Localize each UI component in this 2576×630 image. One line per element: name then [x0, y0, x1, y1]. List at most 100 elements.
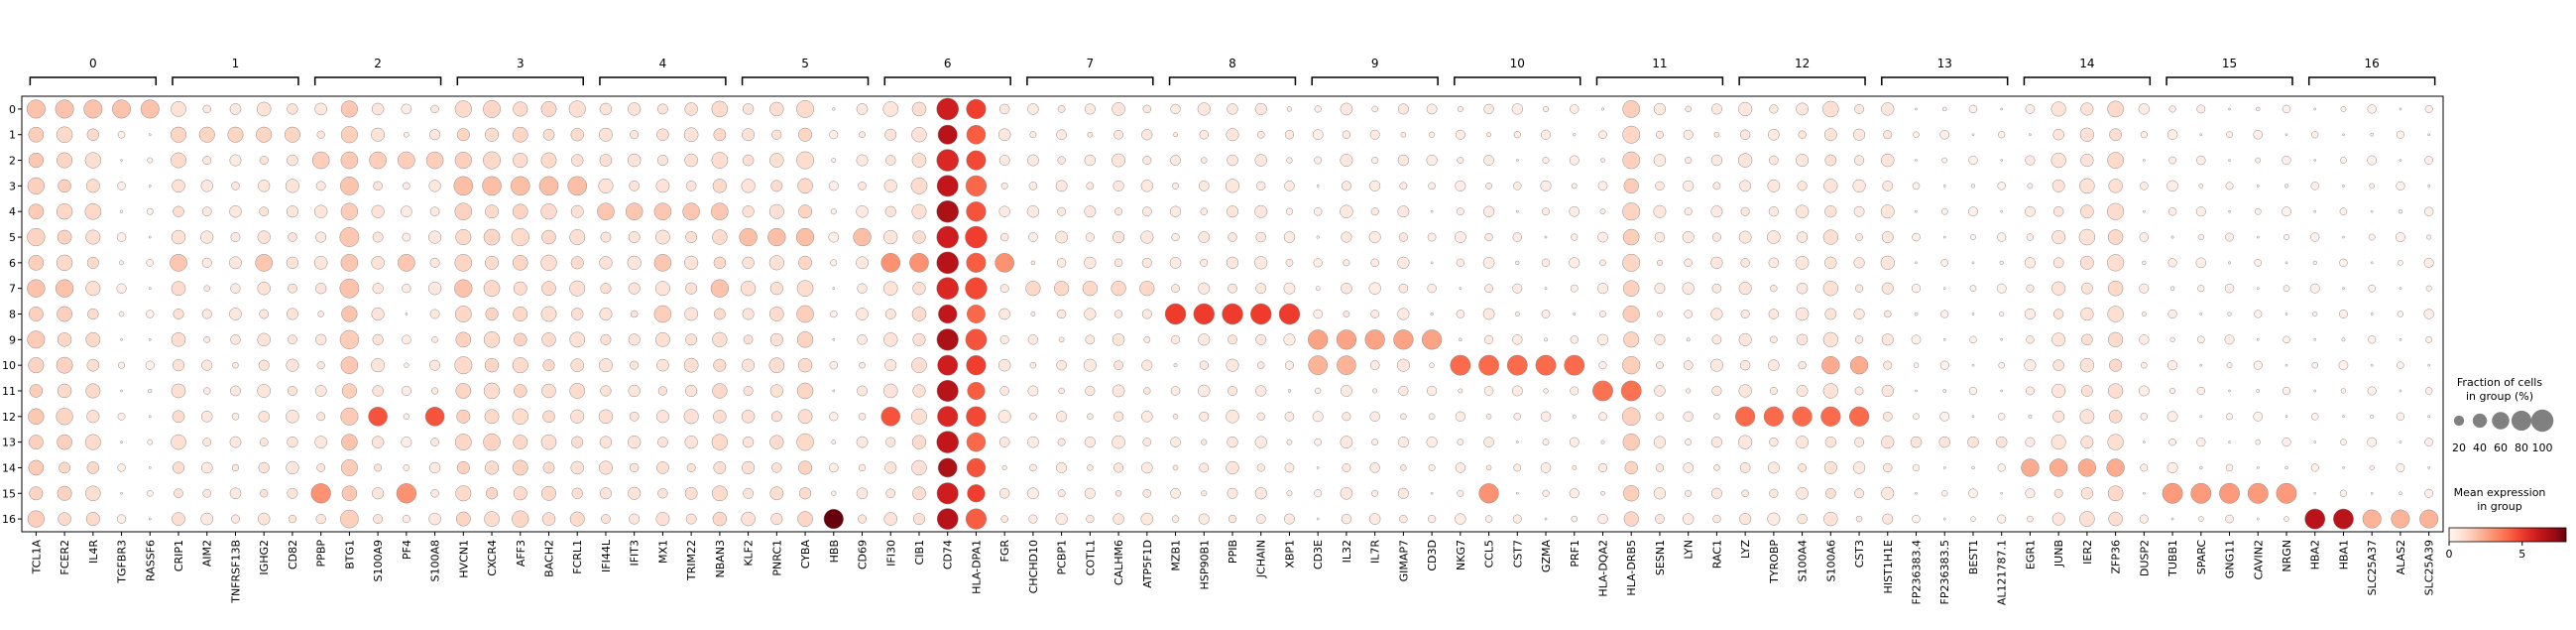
- dot-14-S100A4: [1798, 463, 1807, 472]
- dot-6-IL32: [1343, 259, 1350, 267]
- dot-9-HBA2: [2313, 337, 2317, 341]
- dot-6-SLC25A39: [2423, 257, 2434, 268]
- x-tick-label: FCRL1: [571, 540, 584, 574]
- dot-11-MZB1: [1170, 386, 1181, 396]
- dot-15-TGFBR3: [120, 491, 123, 495]
- dot-10-BTG1: [340, 356, 359, 374]
- dot-14-IER2: [2077, 458, 2096, 477]
- x-tick-label: ZFP36: [2110, 540, 2123, 574]
- x-tick-label: CD69: [857, 540, 870, 569]
- dot-4-LYZ: [1740, 206, 1750, 216]
- dot-10-RASSF6: [145, 360, 155, 370]
- dot-13-IL32: [1340, 436, 1353, 448]
- dot-9-FP236383.4: [1911, 334, 1922, 345]
- dot-12-TCL1A: [28, 408, 45, 426]
- group-bracket-6: [883, 76, 1011, 85]
- size-legend: Fraction of cells in group (%)20 40 60 80 100: [2452, 376, 2554, 454]
- dot-9-PCBP1: [1058, 336, 1065, 343]
- dot-8-CCL5: [1482, 308, 1495, 320]
- dot-7-HBA1: [2342, 287, 2345, 291]
- dot-2-SLC25A37: [2367, 155, 2378, 166]
- dot-9-COTL1: [1085, 334, 1096, 345]
- dot-4-LYN: [1684, 207, 1693, 216]
- dot-7-COTL1: [1082, 281, 1098, 297]
- dot-13-AL121787.1: [1995, 436, 2008, 448]
- dot-14-KLF2: [742, 460, 756, 475]
- dot-16-CRIP1: [172, 512, 185, 526]
- dot-15-NKG7: [1457, 489, 1464, 497]
- x-tick-label: NRGN: [2281, 540, 2293, 572]
- dot-3-BTG1: [340, 177, 359, 195]
- dot-0-ATP5F1D: [1142, 104, 1152, 114]
- dot-9-NKG7: [1459, 337, 1463, 342]
- dot-4-ZFP36: [2107, 202, 2125, 220]
- x-tick-label: BEST1: [1967, 540, 1980, 574]
- dot-16-HLA-DPA1: [965, 508, 987, 530]
- dot-10-S100A6: [1821, 356, 1840, 375]
- dot-3-AIM2: [200, 180, 213, 192]
- dot-4-PNRC1: [768, 203, 784, 219]
- dot-13-SLC25A39: [2424, 438, 2433, 446]
- dot-12-CAVIN2: [2253, 411, 2264, 422]
- dot-1-CHCHD10: [1029, 131, 1037, 139]
- dot-1-CD3D: [1429, 131, 1436, 138]
- dot-5-IFI30: [883, 229, 898, 245]
- dot-5-AL121787.1: [1997, 232, 2007, 242]
- dot-11-HBB: [832, 389, 836, 393]
- dot-2-PPIB: [1227, 154, 1238, 167]
- x-tick-label: SLC25A39: [2423, 540, 2436, 595]
- dot-16-CD69: [858, 514, 868, 524]
- group-label-12: 12: [1795, 57, 1810, 70]
- x-tick-label: CRIP1: [173, 540, 185, 571]
- dot-16-CYBA: [797, 511, 813, 527]
- dot-8-SESN1: [1656, 311, 1663, 317]
- dot-13-CHCHD10: [1027, 436, 1039, 448]
- dot-2-PCBP1: [1057, 156, 1066, 165]
- dot-7-IFI44L: [600, 283, 612, 295]
- dot-10-HLA-DPA1: [966, 355, 987, 376]
- dot-0-EGR1: [2025, 104, 2036, 114]
- dot-5-CXCR4: [483, 228, 501, 246]
- dot-11-PPBP: [314, 385, 327, 397]
- dot-12-SESN1: [1655, 412, 1665, 422]
- x-tick-label: TRIM22: [685, 540, 698, 581]
- dot-4-COTL1: [1084, 205, 1097, 218]
- dot-6-RAC1: [1710, 256, 1723, 269]
- dot-12-HVCN1: [456, 409, 471, 424]
- dot-13-SLC25A37: [2367, 437, 2378, 447]
- dot-3-LYN: [1683, 180, 1695, 191]
- dot-8-TGFBR3: [118, 311, 125, 317]
- dot-4-MX1: [653, 202, 672, 220]
- dot-15-TUBB1: [2162, 482, 2183, 504]
- dot-1-FCRL1: [570, 128, 584, 142]
- dot-3-MZB1: [1172, 182, 1179, 189]
- dot-0-CAVIN2: [2256, 106, 2261, 112]
- dot-10-AIM2: [201, 359, 213, 371]
- group-label-15: 15: [2222, 57, 2237, 70]
- dot-15-SLC25A39: [2424, 488, 2434, 498]
- dot-11-S100A8: [431, 387, 439, 395]
- dot-3-CST3: [1852, 179, 1866, 193]
- dot-8-CIB1: [911, 307, 927, 321]
- x-tick-label: ATP5F1D: [1141, 540, 1154, 588]
- dot-6-HVCN1: [454, 254, 473, 272]
- dot-10-COTL1: [1083, 358, 1097, 372]
- x-tick-label: PPIB: [1227, 540, 1239, 564]
- dot-4-CD3D: [1430, 209, 1434, 213]
- dot-3-CHCHD10: [1028, 182, 1038, 190]
- dot-16-GZMA: [1544, 517, 1548, 521]
- x-tick-label: IGHG2: [258, 540, 271, 575]
- dot-12-EGR1: [2028, 414, 2033, 419]
- dot-15-IER2: [2080, 487, 2094, 500]
- dot-15-CST7: [1515, 491, 1519, 495]
- dot-13-HIST1H1E: [1881, 435, 1895, 449]
- x-tick-label: KLF2: [743, 540, 756, 567]
- dot-14-NKG7: [1455, 462, 1466, 473]
- dot-1-CRIP1: [170, 126, 187, 143]
- dot-16-BACH2: [541, 512, 556, 526]
- dot-5-TGFBR3: [116, 232, 127, 242]
- dot-3-CD3D: [1428, 182, 1436, 190]
- dot-9-JUNB: [2051, 332, 2066, 347]
- y-tick-label: 15: [2, 487, 16, 500]
- x-tick-label: S100A6: [1824, 540, 1837, 582]
